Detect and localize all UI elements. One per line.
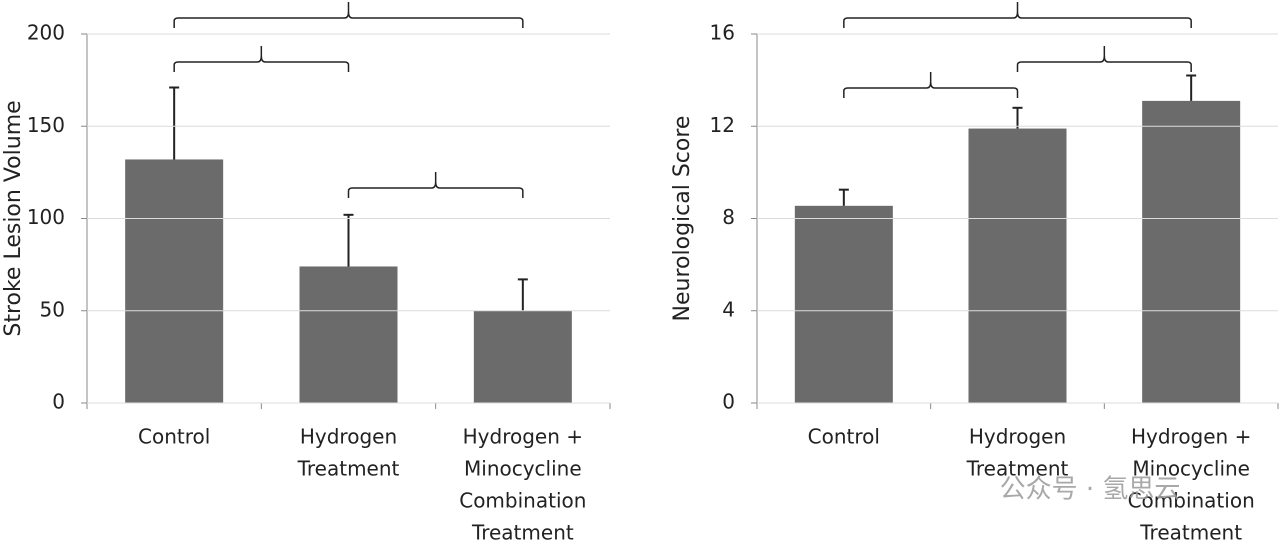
bar: [299, 266, 398, 403]
y-tick-label: 200: [27, 21, 65, 45]
x-tick-label: Minocycline: [1132, 457, 1250, 481]
bar: [968, 128, 1067, 403]
y-tick-label: 16: [710, 21, 735, 45]
significance-bracket: [173, 2, 524, 28]
y-tick-label: 100: [27, 205, 65, 229]
x-tick-label: Treatment: [1139, 521, 1242, 543]
bar: [794, 205, 893, 403]
y-axis-label: Neurological Score: [670, 116, 695, 322]
bar: [125, 159, 224, 403]
x-tick-label: Hydrogen: [300, 425, 397, 449]
x-tick-label: Hydrogen: [969, 425, 1066, 449]
significance-bracket: [173, 46, 350, 72]
watermark: 公众号 · 氢思云: [1000, 475, 1181, 505]
x-tick-label: Hydrogen +: [463, 425, 583, 449]
y-tick-label: 0: [52, 390, 65, 414]
y-axis-label: Stroke Lesion Volume: [1, 100, 26, 336]
y-tick-label: 50: [40, 297, 65, 321]
y-tick-label: 4: [722, 297, 735, 321]
y-tick-label: 12: [710, 113, 735, 137]
y-tick-label: 0: [722, 390, 735, 414]
y-tick-label: 150: [27, 113, 65, 137]
x-tick-label: Treatment: [966, 457, 1069, 481]
x-tick-label: Combination: [1128, 489, 1255, 513]
significance-bracket: [843, 2, 1192, 28]
y-tick-label: 8: [722, 205, 735, 229]
significance-bracket: [347, 172, 524, 198]
x-tick-label: Hydrogen +: [1131, 425, 1251, 449]
x-tick-label: Treatment: [471, 521, 574, 543]
x-tick-label: Control: [808, 425, 880, 449]
x-tick-label: Combination: [459, 489, 586, 513]
bar: [1142, 100, 1241, 403]
x-tick-label: Minocycline: [464, 457, 582, 481]
x-tick-label: Treatment: [297, 457, 400, 481]
x-tick-label: Control: [138, 425, 210, 449]
significance-bracket: [843, 72, 1019, 98]
significance-bracket: [1016, 46, 1192, 72]
bar: [473, 310, 572, 403]
